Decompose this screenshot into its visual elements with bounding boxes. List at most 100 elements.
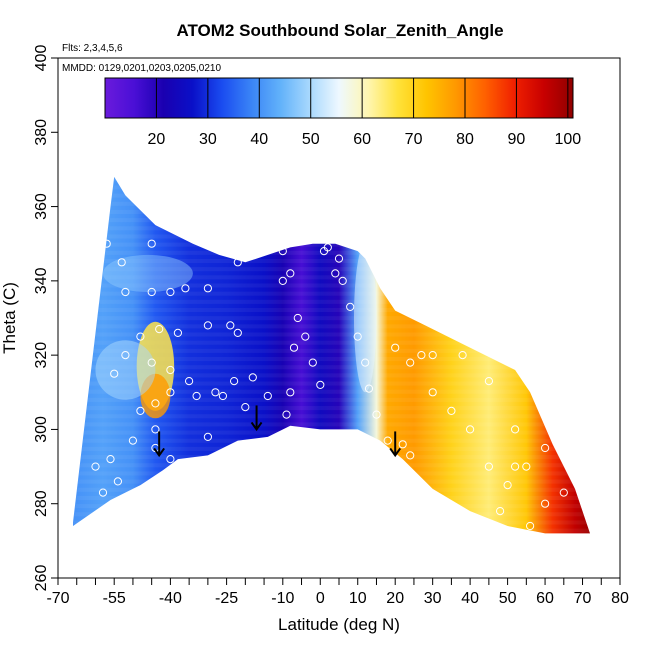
flight-point [278, 247, 287, 256]
flight-point [128, 436, 137, 445]
colorbar-tick-label: 80 [456, 131, 474, 148]
arrow-marker [389, 431, 402, 458]
colorbar-tick-label: 100 [555, 131, 582, 148]
flight-point [458, 351, 467, 360]
striation [73, 455, 590, 460]
arrow-marker [250, 405, 263, 432]
x-tick-label: 70 [574, 590, 592, 607]
striation [73, 275, 590, 280]
striation [73, 218, 590, 223]
striation [73, 267, 590, 272]
striation [73, 422, 590, 427]
striation [73, 226, 590, 231]
x-tick-label: -40 [159, 590, 182, 607]
flight-point [241, 403, 250, 412]
colorbar-tick-label: 70 [405, 131, 423, 148]
flight-point [117, 258, 126, 267]
flight-point [323, 243, 332, 252]
striation [73, 316, 590, 321]
flight-point [541, 499, 550, 508]
striation [73, 242, 590, 247]
striation [73, 258, 590, 264]
x-tick-label: -25 [215, 590, 238, 607]
flight-point [218, 391, 227, 401]
flight-point [526, 521, 535, 531]
flight-point [147, 239, 156, 248]
flight-point [510, 462, 520, 471]
striation [73, 299, 590, 304]
striation [73, 381, 590, 386]
flight-point [293, 313, 302, 323]
striation [73, 520, 590, 525]
field-anomaly [95, 340, 156, 400]
x-tick-label: 30 [424, 590, 442, 607]
striation [73, 348, 590, 353]
striation [73, 504, 590, 509]
striation [73, 291, 590, 296]
striation [73, 446, 590, 451]
colorbar: 20 30 40 50 60 70 80 90 100 [104, 77, 582, 148]
flight-point [173, 328, 182, 337]
flight-point [376, 265, 385, 274]
flight-point [278, 276, 287, 285]
flight-point [110, 369, 119, 378]
flight-point [484, 462, 493, 471]
y-tick-label: 320 [33, 342, 50, 369]
flight-point [496, 507, 505, 516]
flight-point [263, 391, 272, 401]
striation [73, 283, 590, 288]
flight-point [372, 410, 381, 419]
flight-point [136, 332, 145, 341]
x-tick-label: -55 [103, 590, 126, 607]
flight-point [166, 455, 175, 464]
flight-point [406, 358, 415, 367]
y-tick-label: 380 [33, 119, 50, 146]
striation [73, 307, 590, 313]
flight-point [286, 269, 295, 278]
flight-point [541, 443, 550, 453]
x-axis: -70 -55 -40 -25 -10 0 10 20 30 40 50 60 70 80 [46, 578, 629, 607]
chart-title: ATOM2 Southbound Solar_Zenith_Angle [176, 21, 503, 40]
striation [73, 365, 590, 370]
flight-point [286, 388, 295, 397]
y-tick-label: 280 [33, 490, 50, 517]
flight-point [503, 481, 512, 490]
flight-point [203, 284, 212, 293]
flight-point [155, 325, 164, 334]
x-tick-label: 20 [386, 590, 404, 607]
flight-point [316, 380, 325, 389]
flight-point [406, 451, 415, 460]
colorbar-tick-label: 60 [353, 131, 371, 148]
y-tick-label: 340 [33, 267, 50, 294]
striation [73, 185, 590, 190]
flight-point [233, 258, 242, 267]
striation [73, 201, 590, 206]
flight-point [121, 287, 130, 297]
field-anomalies [95, 243, 377, 419]
flight-point [331, 269, 340, 278]
striation [58, 169, 601, 173]
flight-point [361, 358, 370, 367]
y-tick-label: 360 [33, 193, 50, 220]
flight-point [301, 332, 310, 341]
flight-point [484, 377, 493, 386]
flight-point [136, 406, 145, 415]
arrow-marker [153, 431, 165, 458]
x-tick-label: -10 [271, 590, 294, 607]
flight-point [203, 321, 212, 330]
flight-point [121, 351, 130, 360]
flight-point [417, 351, 426, 360]
y-tick-label: 300 [33, 416, 50, 443]
flight-point [466, 425, 475, 434]
flight-point [113, 477, 123, 486]
colorbar-tick-label: 20 [148, 131, 166, 148]
striation [73, 487, 590, 492]
flight-point [230, 377, 239, 386]
flights-subtitle: Flts: 2,3,4,5,6 [62, 43, 123, 54]
flight-point [338, 276, 347, 285]
striation [58, 537, 601, 541]
flight-point [361, 247, 370, 256]
field-anomaly [353, 243, 377, 393]
flight-point [147, 358, 156, 367]
striation [73, 340, 590, 345]
